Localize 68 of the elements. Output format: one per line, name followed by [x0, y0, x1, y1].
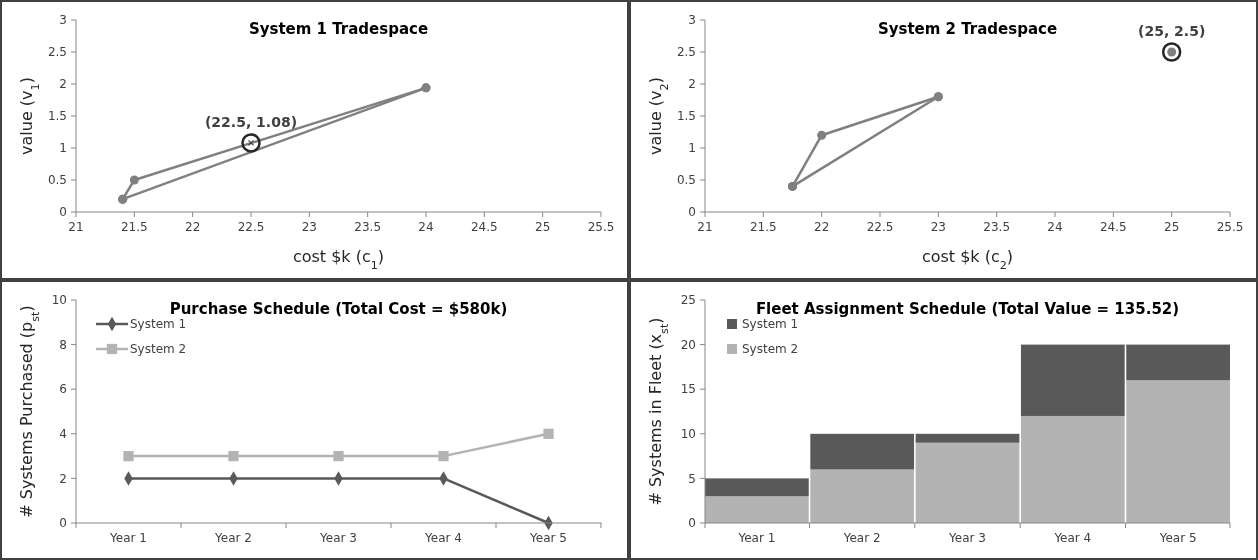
y-tick-label: 2 [59, 77, 67, 92]
x-tick-label: 21.5 [120, 220, 148, 234]
y-tick-label: 1.5 [676, 109, 696, 124]
chart-title: System 2 Tradespace [877, 20, 1058, 38]
x-axis-title: cost $k (c$_{1}$) [292, 247, 385, 272]
y-tick-label: 25 [680, 293, 696, 308]
y-tick-label: 4 [59, 427, 67, 441]
x-tick-label: 21 [68, 220, 84, 234]
x-tick-label: Year 5 [529, 531, 567, 545]
x-tick-label: 23.5 [983, 220, 1011, 234]
y-tick-label: 15 [680, 382, 696, 397]
y-tick-label: 10 [680, 427, 696, 441]
x-tick-label: 23.5 [354, 220, 382, 234]
x-tick-label: 25 [535, 220, 551, 234]
x-tick-label: 22 [185, 220, 201, 234]
x-tick-label: 24 [418, 220, 434, 234]
y-tick-label: 1.5 [47, 109, 67, 124]
y-tick-label: 2.5 [47, 45, 67, 60]
y-tick-label: 0.5 [47, 173, 67, 188]
annotation: (22.5, 1.08) [204, 113, 298, 130]
y-tick-label: 0 [59, 516, 67, 531]
x-tick-label: 23 [930, 220, 946, 234]
legend-label: System 1 [130, 317, 187, 332]
x-tick-label: Year 5 [1158, 531, 1197, 545]
y-tick-label: 3 [59, 13, 67, 28]
x-tick-label: Year 2 [214, 531, 252, 545]
x-tick-label: 24.5 [470, 220, 498, 234]
x-axis-title: cost $k (c$_{2}$) [921, 247, 1014, 272]
x-tick-label: 25.5 [587, 220, 615, 234]
x-tick-label: Year 1 [109, 531, 147, 545]
y-tick-label: 2 [59, 471, 67, 486]
y-tick-label: 1 [59, 141, 67, 156]
x-tick-label: Year 4 [1053, 531, 1092, 545]
legend-label: System 1 [742, 317, 799, 332]
x-tick-label: 23 [301, 220, 317, 234]
x-tick-label: 25.5 [1216, 220, 1244, 234]
y-tick-label: 2 [688, 77, 696, 92]
y-tick-label: 0 [59, 205, 67, 220]
x-tick-label: 22.5 [237, 220, 265, 234]
x-tick-label: 21 [697, 220, 713, 234]
y-tick-label: 6 [59, 382, 67, 397]
y-tick-label: 8 [59, 337, 67, 352]
y-tick-label: 20 [680, 337, 696, 352]
x-tick-label: 21.5 [749, 220, 777, 234]
x-tick-label: 24.5 [1099, 220, 1127, 234]
y-tick-label: 5 [688, 471, 696, 486]
y-tick-label: 0.5 [676, 173, 696, 188]
y-tick-label: 0 [688, 205, 696, 220]
y-tick-label: 3 [688, 13, 696, 28]
x-tick-label: Year 3 [948, 531, 986, 545]
x-tick-label: Year 3 [319, 531, 357, 545]
y-tick-label: 0 [688, 516, 696, 531]
y-tick-label: 1 [688, 141, 696, 156]
x-tick-label: 22.5 [866, 220, 894, 234]
x-tick-label: 25 [1164, 220, 1180, 234]
chart-title: Purchase Schedule (Total Cost = $580k) [169, 300, 508, 318]
legend-label: System 2 [742, 342, 799, 357]
x-tick-label: Year 4 [424, 531, 462, 545]
x-tick-label: 24 [1047, 220, 1063, 234]
annotation: (25, 2.5) [1138, 23, 1206, 39]
x-tick-label: Year 1 [737, 531, 776, 545]
y-tick-label: 10 [51, 293, 67, 308]
x-tick-label: 22 [814, 220, 830, 234]
legend-label: System 2 [130, 342, 187, 357]
chart-title: Fleet Assignment Schedule (Total Value = 135.52) [755, 300, 1180, 318]
y-tick-label: 2.5 [676, 45, 696, 60]
x-tick-label: Year 2 [842, 531, 881, 545]
chart-title: System 1 Tradespace [248, 20, 429, 38]
